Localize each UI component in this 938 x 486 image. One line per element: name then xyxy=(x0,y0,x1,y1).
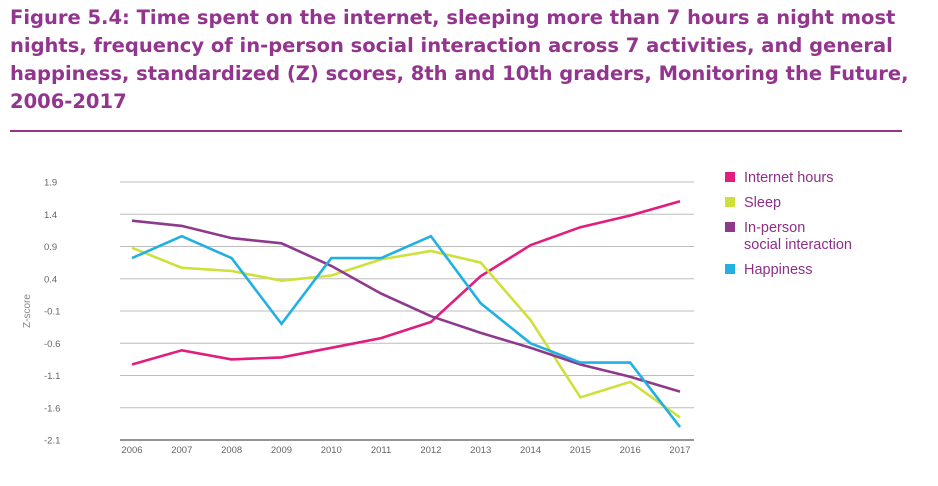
legend-label: Happiness xyxy=(744,262,813,278)
legend-swatch xyxy=(725,172,735,182)
legend-swatch xyxy=(725,197,735,207)
legend-swatch xyxy=(725,264,735,274)
y-axis-label: Z-score xyxy=(22,294,33,328)
x-tick-label: 2012 xyxy=(420,445,441,456)
x-tick-label: 2011 xyxy=(371,445,391,456)
figure-title: Figure 5.4: Time spent on the internet, … xyxy=(10,6,909,113)
y-tick-label: -0.1 xyxy=(44,307,60,318)
x-tick-label: 2007 xyxy=(171,445,192,456)
x-axis-ticks: 2006 2007 2008 2009 2010 2011 2012 2013 2014 2015… xyxy=(121,445,690,456)
legend-item: Happiness xyxy=(725,262,813,278)
legend-label: Internet hours xyxy=(744,170,833,186)
x-tick-label: 2010 xyxy=(321,445,342,456)
series-line-sleep xyxy=(131,246,681,419)
y-axis-ticks: 1.9 1.4 0.9 0.4 -0.1 -0.6 -1.1 -1.6 -2.1 xyxy=(44,178,60,447)
x-tick-label: 2014 xyxy=(520,445,541,456)
series-lines xyxy=(131,200,682,428)
legend-label: social interaction xyxy=(744,237,852,253)
x-tick-label: 2015 xyxy=(570,445,591,456)
series-line-happiness xyxy=(131,234,682,428)
x-tick-label: 2013 xyxy=(470,445,491,456)
legend-label: Sleep xyxy=(744,195,781,211)
grid-lines xyxy=(120,181,694,409)
legend-label: In-person xyxy=(744,220,805,236)
x-tick-label: 2006 xyxy=(121,445,142,456)
legend-item: Internet hours xyxy=(725,170,833,186)
x-tick-label: 2008 xyxy=(221,445,242,456)
series-line-in-person-social-interaction xyxy=(131,219,681,393)
y-tick-label: -2.1 xyxy=(44,436,60,447)
title-divider xyxy=(10,130,902,132)
y-tick-label: 1.4 xyxy=(44,210,57,221)
y-tick-label: 0.4 xyxy=(44,274,57,285)
x-tick-label: 2009 xyxy=(271,445,292,456)
series-line-internet-hours xyxy=(131,200,681,366)
x-tick-label: 2017 xyxy=(669,445,690,456)
legend-swatch xyxy=(725,222,735,232)
y-tick-label: 0.9 xyxy=(44,242,57,253)
y-tick-label: -1.1 xyxy=(44,371,60,382)
y-tick-label: -1.6 xyxy=(44,403,60,414)
y-tick-label: -0.6 xyxy=(44,339,60,350)
y-tick-label: 1.9 xyxy=(44,178,57,189)
x-tick-label: 2016 xyxy=(620,445,641,456)
legend-item: Sleep xyxy=(725,195,781,211)
